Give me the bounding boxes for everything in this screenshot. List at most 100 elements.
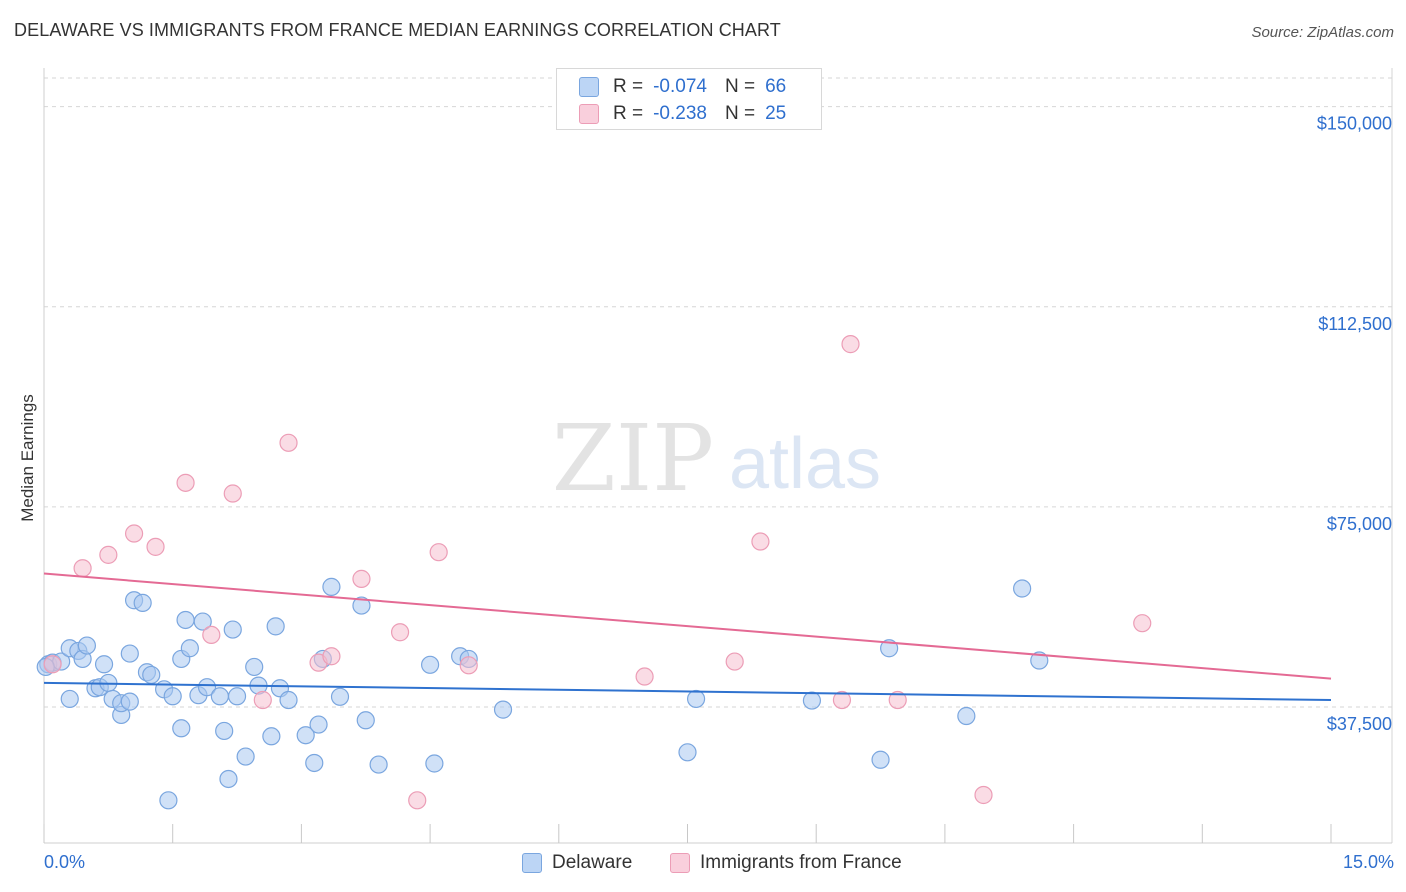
france-point (429, 543, 448, 562)
delaware-point (1013, 579, 1032, 598)
france-point (73, 559, 92, 578)
delaware-point (172, 719, 191, 738)
r-value: -0.238 (653, 103, 707, 124)
y-tick-label: $112,500 (1318, 314, 1392, 334)
r-value: -0.074 (653, 76, 707, 97)
delaware-point (279, 690, 298, 710)
delaware-point (219, 769, 238, 789)
delaware-point (120, 644, 139, 663)
legend-label-france: Immigrants from France (700, 852, 902, 873)
delaware-point (159, 791, 178, 810)
france-point (725, 652, 744, 671)
delaware-point (163, 687, 182, 706)
delaware-point (678, 743, 697, 762)
x-tick-min: 0.0% (44, 852, 86, 872)
y-tick-label: $37,500 (1327, 714, 1392, 734)
france-point (124, 524, 144, 543)
delaware-point (236, 747, 255, 766)
france-point (751, 532, 770, 551)
delaware-point (215, 721, 234, 741)
delaware-point (176, 610, 195, 630)
delaware-point (330, 687, 350, 706)
france-trend-line (43, 572, 1332, 680)
france-point (459, 656, 478, 675)
legend-label-delaware: Delaware (552, 852, 633, 873)
watermark-atlas: atlas (729, 424, 881, 504)
trend-layer (43, 572, 1332, 702)
france-point (974, 785, 993, 805)
delaware-swatch (579, 77, 599, 97)
delaware-point (133, 593, 152, 612)
delaware-point (142, 665, 161, 685)
legend-row-france: R = -0.238 N = 25 (579, 101, 786, 127)
france-point (202, 625, 221, 645)
n-value: 66 (765, 76, 787, 97)
watermark-zip: ZIP (552, 405, 714, 512)
delaware-point (180, 639, 199, 658)
delaware-point (352, 596, 371, 615)
france-swatch (579, 104, 599, 124)
delaware-point (957, 706, 976, 726)
france-point (253, 690, 272, 710)
delaware-point (262, 727, 281, 746)
delaware-point (193, 612, 212, 631)
legend-item-france: Immigrants from France (670, 852, 902, 874)
delaware-point (322, 577, 341, 596)
r-label: R = (613, 103, 644, 124)
france-point (408, 791, 427, 810)
legend-item-delaware: Delaware (522, 852, 632, 874)
france-point (43, 655, 62, 674)
france-point (322, 647, 341, 666)
series-legend: Delaware Immigrants from France (0, 852, 1406, 878)
france-point (635, 667, 654, 686)
delaware-point (880, 639, 899, 658)
y-tick-labels: $37,500 $75,000 $112,500 $150,000 (1317, 114, 1392, 734)
france-point (223, 484, 242, 503)
r-label: R = (613, 76, 644, 97)
source-label: Source: ZipAtlas.com (1251, 24, 1394, 41)
france-swatch (670, 853, 690, 873)
france-point (390, 623, 410, 642)
france-point (841, 335, 860, 354)
delaware-point (421, 655, 440, 674)
n-label: N = (724, 76, 756, 97)
delaware-point (305, 753, 324, 773)
y-tick-label: $75,000 (1327, 514, 1392, 534)
france-point (146, 537, 165, 556)
n-label: N = (724, 103, 756, 124)
grid-layer (44, 77, 1392, 708)
delaware-point (309, 715, 328, 734)
delaware-point (369, 755, 388, 774)
delaware-point (871, 750, 890, 769)
legend-row-delaware: R = -0.074 N = 66 (579, 74, 786, 100)
delaware-point (245, 657, 264, 677)
chart-title: DELAWARE VS IMMIGRANTS FROM FRANCE MEDIA… (14, 20, 781, 40)
delaware-point (223, 620, 242, 639)
delaware-trend-line (43, 681, 1332, 702)
delaware-swatch (522, 853, 542, 873)
delaware-point (210, 687, 229, 706)
delaware-point (425, 754, 444, 773)
delaware-point (493, 700, 513, 719)
delaware-point (120, 692, 139, 711)
delaware-point (1030, 651, 1049, 670)
delaware-point (356, 711, 375, 730)
france-point (99, 545, 118, 564)
france-point (176, 473, 195, 492)
delaware-point (802, 691, 822, 710)
delaware-point (60, 689, 79, 709)
delaware-point (227, 687, 247, 706)
delaware-point (77, 636, 97, 655)
france-point (832, 690, 852, 710)
delaware-point (94, 655, 114, 674)
delaware-point (266, 617, 285, 636)
delaware-point (296, 726, 315, 745)
france-point (888, 690, 907, 710)
correlation-legend: R = -0.074 N = 66 R = -0.238 N = 25 (556, 68, 822, 130)
x-tick-max: 15.0% (1342, 852, 1394, 872)
france-point (352, 569, 371, 588)
n-value: 25 (765, 103, 787, 124)
france-point (279, 433, 298, 452)
points-layer (36, 335, 1152, 810)
